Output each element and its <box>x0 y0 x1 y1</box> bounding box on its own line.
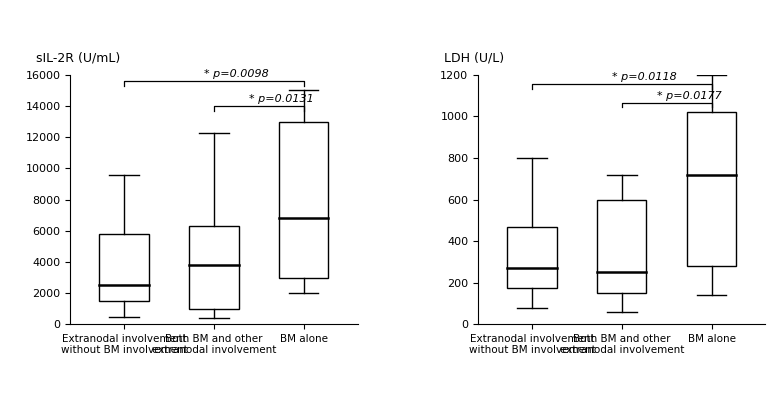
Bar <box>686 112 736 266</box>
Bar <box>597 200 647 293</box>
Text: * p=0.0177: * p=0.0177 <box>657 91 722 101</box>
Text: sIL-2R (U/mL): sIL-2R (U/mL) <box>36 52 120 65</box>
Text: LDH (U/L): LDH (U/L) <box>444 52 504 65</box>
Bar <box>508 227 557 288</box>
Bar <box>279 121 328 278</box>
Text: * p=0.0118: * p=0.0118 <box>612 72 676 82</box>
Text: * p=0.0131: * p=0.0131 <box>249 94 314 104</box>
Text: * p=0.0098: * p=0.0098 <box>204 69 269 79</box>
Bar <box>189 226 238 309</box>
Bar <box>99 234 149 301</box>
